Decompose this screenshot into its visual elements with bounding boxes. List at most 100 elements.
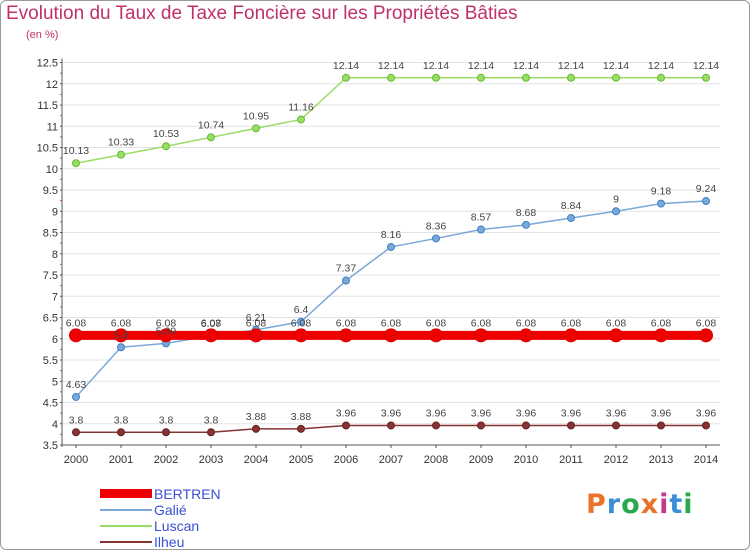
data-label-ilheu: 3.8: [69, 414, 84, 426]
data-label-bertren: 6.08: [696, 317, 717, 329]
data-label-galié: 6.21: [246, 312, 267, 324]
data-label-galié: 9.18: [651, 186, 672, 198]
data-label-ilheu: 3.96: [696, 407, 717, 419]
data-label-ilheu: 3.96: [426, 407, 447, 419]
data-point-galié: [657, 199, 665, 208]
data-point-ilheu: [162, 428, 170, 437]
data-point-galié: [117, 343, 125, 352]
y-tick-label: 4: [52, 419, 58, 431]
data-label-galié: 8.84: [561, 200, 582, 212]
logo-letter: i: [659, 489, 670, 520]
data-point-ilheu: [387, 421, 395, 430]
data-point-bertren: [564, 328, 578, 343]
data-labels: 6.08 6.08 6.08 6.08 6.08 6.08 6.08 6.08 6.08 6.08…: [63, 60, 719, 426]
data-point-bertren: [699, 328, 713, 343]
x-tick-label: 2012: [604, 454, 628, 466]
data-point-bertren: [474, 328, 488, 343]
data-label-luscan: 12.14: [513, 60, 539, 72]
y-tick-label: 12: [46, 79, 58, 91]
logo-letter: o: [621, 489, 641, 520]
data-label-bertren: 6.08: [111, 317, 132, 329]
chart-subtitle: (en %): [26, 29, 59, 41]
data-label-galié: 8.57: [471, 212, 492, 224]
data-point-bertren: [609, 328, 623, 343]
x-tick-label: 2000: [64, 454, 88, 466]
data-label-bertren: 6.08: [426, 317, 447, 329]
data-label-ilheu: 3.96: [561, 407, 582, 419]
data-point-luscan: [657, 73, 665, 82]
y-tick-label: 10: [46, 164, 58, 176]
data-label-ilheu: 3.96: [336, 407, 357, 419]
data-point-bertren: [114, 328, 128, 343]
data-point-bertren: [294, 328, 308, 343]
data-point-luscan: [477, 73, 485, 82]
logo-letter: t: [669, 489, 684, 520]
legend-label: Galié: [154, 502, 187, 518]
y-tick-label: 11: [47, 121, 58, 133]
data-label-bertren: 6.08: [606, 317, 627, 329]
data-point-luscan: [702, 73, 710, 82]
data-label-bertren: 6.08: [156, 317, 177, 329]
data-point-galié: [702, 197, 710, 206]
data-label-ilheu: 3.96: [651, 407, 672, 419]
data-label-ilheu: 3.8: [204, 414, 219, 426]
data-label-ilheu: 3.88: [291, 411, 312, 423]
data-point-galié: [612, 207, 620, 216]
data-point-bertren: [204, 328, 218, 343]
x-tick-label: 2005: [289, 454, 313, 466]
y-tick-label: 7: [52, 291, 58, 303]
data-label-luscan: 12.14: [423, 60, 449, 72]
data-label-luscan: 10.33: [108, 137, 134, 149]
data-point-bertren: [69, 328, 83, 343]
x-tick-label: 2003: [199, 454, 223, 466]
data-point-galié: [432, 234, 440, 243]
y-tick-label: 5: [52, 376, 58, 388]
y-tick-label: 10.5: [37, 143, 58, 155]
data-label-bertren: 6.08: [201, 317, 222, 329]
data-label-bertren: 6.08: [471, 317, 492, 329]
legend-label: Ilheu: [154, 534, 185, 550]
y-tick-label: 11.5: [37, 100, 58, 112]
data-point-bertren: [249, 328, 263, 343]
x-tick-label: 2013: [649, 454, 673, 466]
logo-letter: r: [606, 489, 622, 520]
data-label-galié: 4.63: [66, 379, 87, 391]
data-point-luscan: [387, 73, 395, 82]
x-tick-label: 2008: [424, 454, 448, 466]
data-label-galié: 9: [613, 193, 619, 205]
data-label-bertren: 6.08: [516, 317, 537, 329]
x-tick-label: 2014: [694, 454, 718, 466]
data-label-luscan: 10.95: [243, 110, 269, 122]
data-label-galié: 7.37: [336, 263, 357, 275]
data-point-galié: [477, 225, 485, 234]
data-point-bertren: [519, 328, 533, 343]
data-label-galié: 8.36: [426, 220, 447, 232]
data-point-ilheu: [432, 421, 440, 430]
series-markers: [69, 73, 713, 437]
data-point-bertren: [384, 328, 398, 343]
data-point-ilheu: [477, 421, 485, 430]
data-label-luscan: 12.14: [693, 60, 719, 72]
legend-swatch: [100, 489, 152, 498]
data-point-galié: [387, 242, 395, 251]
x-tick-label: 2002: [154, 454, 178, 466]
y-tick-label: 5.5: [43, 355, 58, 367]
data-point-luscan: [117, 150, 125, 159]
data-label-luscan: 10.13: [63, 145, 89, 157]
legend-swatch: [100, 525, 152, 527]
data-point-bertren: [339, 328, 353, 343]
y-tick-label: 6.5: [43, 313, 58, 325]
data-label-galié: 9.24: [696, 183, 717, 195]
data-point-ilheu: [522, 421, 530, 430]
data-label-luscan: 11.16: [288, 101, 314, 113]
proxiti-logo: Proxiti: [586, 489, 694, 520]
data-label-bertren: 6.08: [561, 317, 582, 329]
logo-letter: x: [640, 489, 660, 520]
data-point-luscan: [72, 159, 80, 168]
data-point-luscan: [207, 133, 215, 142]
data-label-luscan: 10.74: [198, 119, 224, 131]
logo-letter: i: [683, 489, 694, 520]
data-point-bertren: [429, 328, 443, 343]
data-point-luscan: [342, 73, 350, 82]
data-label-galié: 6.4: [294, 304, 309, 316]
